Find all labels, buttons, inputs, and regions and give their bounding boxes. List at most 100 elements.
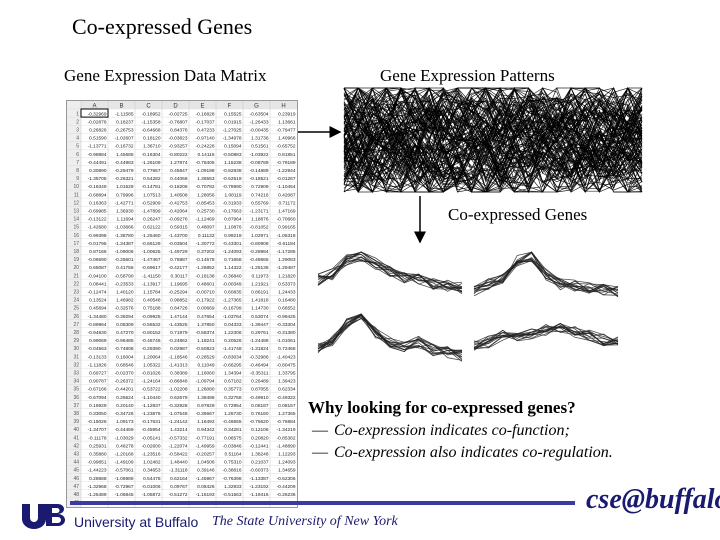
svg-text:1.26080: 1.26080 (197, 387, 215, 393)
svg-text:-0.03846: -0.03846 (223, 443, 242, 449)
svg-text:-0.80908: -0.80908 (250, 241, 269, 247)
svg-text:-0.44201: -0.44201 (115, 387, 134, 393)
matrix-column-header: D (173, 104, 178, 110)
svg-text:0.25931: 0.25931 (89, 443, 107, 449)
svg-text:-0.16799: -0.16799 (223, 306, 242, 312)
svg-text:-0.76884: -0.76884 (277, 419, 296, 425)
svg-text:-1.06318: -1.06318 (277, 233, 296, 239)
matrix-column-header: G (254, 104, 259, 110)
svg-text:-1.43700: -1.43700 (169, 233, 188, 239)
svg-text:0.72468: 0.72468 (278, 346, 296, 352)
svg-text:-0.44491: -0.44491 (88, 160, 107, 166)
svg-text:-0.52909: -0.52909 (142, 200, 161, 206)
coexpressed-clusters-image (316, 250, 620, 368)
svg-text:-0.77191: -0.77191 (196, 435, 215, 441)
svg-text:-0.26321: -0.26321 (115, 176, 134, 182)
svg-text:0.48601: 0.48601 (197, 281, 215, 287)
svg-text:0.87166: 0.87166 (89, 249, 107, 255)
svg-text:0.35773: 0.35773 (224, 387, 242, 393)
svg-text:1.09173: 1.09173 (116, 419, 134, 425)
svg-text:-0.18521: -0.18521 (250, 176, 269, 182)
svg-text:0.75188: 0.75188 (143, 306, 161, 312)
svg-text:0.08441: 0.08441 (89, 281, 107, 287)
svg-text:-1.48890: -1.48890 (277, 443, 296, 449)
svg-text:0.37202: 0.37202 (197, 249, 215, 255)
svg-text:-1.13771: -1.13771 (88, 144, 107, 150)
svg-text:0.34281: 0.34281 (224, 427, 242, 433)
svg-text:1.26730: 1.26730 (224, 411, 242, 417)
svg-text:0.09767: 0.09767 (170, 484, 188, 490)
svg-text:0.16004: 0.16004 (116, 354, 134, 360)
svg-text:1.14322: 1.14322 (224, 265, 242, 271)
svg-text:-0.32928: -0.32928 (169, 403, 188, 409)
svg-text:-1.41748: -1.41748 (223, 346, 242, 352)
svg-text:1.15238: 1.15238 (224, 160, 242, 166)
svg-text:0.26826: 0.26826 (89, 128, 107, 134)
svg-text:-0.78405: -0.78405 (196, 160, 215, 166)
svg-text:0.67182: 0.67182 (224, 379, 242, 385)
svg-text:1.48440: 1.48440 (170, 460, 188, 466)
svg-text:0.68546: 0.68546 (116, 362, 134, 368)
svg-text:-1.42771: -1.42771 (115, 200, 134, 206)
svg-text:-0.34726: -0.34726 (115, 411, 134, 417)
svg-text:-0.67166: -0.67166 (88, 387, 107, 393)
svg-text:0.02987: 0.02987 (170, 346, 188, 352)
svg-text:0.65087: 0.65087 (89, 265, 107, 271)
svg-text:0.53373: 0.53373 (278, 281, 296, 287)
svg-text:-0.26236: -0.26236 (277, 492, 296, 498)
svg-text:-1.49729: -1.49729 (169, 249, 188, 255)
svg-text:-1.34978: -1.34978 (223, 136, 242, 142)
svg-text:-0.70782: -0.70782 (196, 184, 215, 190)
svg-text:-0.02370: -0.02370 (115, 371, 134, 377)
svg-text:0.69727: 0.69727 (89, 371, 107, 377)
svg-text:1.36930: 1.36930 (116, 209, 134, 215)
svg-text:0.16480: 0.16480 (278, 298, 296, 304)
svg-text:-0.70660: -0.70660 (277, 217, 296, 223)
svg-text:-1.23876: -1.23876 (142, 411, 161, 417)
svg-text:0.72954: 0.72954 (224, 403, 242, 409)
svg-text:-1.07548: -1.07548 (169, 411, 188, 417)
svg-text:-0.35311: -0.35311 (250, 371, 269, 377)
svg-text:-1.31824: -1.31824 (250, 346, 269, 352)
svg-text:1.40508: 1.40508 (170, 192, 188, 198)
svg-text:-1.34480: -1.34480 (88, 314, 107, 320)
svg-text:0.48097: 0.48097 (197, 225, 215, 231)
svg-text:-0.31933: -0.31933 (223, 200, 242, 206)
svg-text:-0.26753: -0.26753 (115, 128, 134, 134)
svg-text:-1.03029: -1.03029 (115, 435, 134, 441)
svg-text:1.20064: 1.20064 (143, 354, 161, 360)
svg-text:0.20526: 0.20526 (224, 338, 242, 344)
svg-text:1.22306: 1.22306 (224, 330, 242, 336)
svg-text:0.25730: 0.25730 (197, 209, 215, 215)
svg-text:28: 28 (73, 330, 79, 336)
svg-text:-0.80152: -0.80152 (142, 330, 161, 336)
svg-text:-0.42064: -0.42064 (169, 209, 188, 215)
cse-buffalo-logo: cse@buffalo (586, 484, 720, 515)
svg-text:-0.18349: -0.18349 (88, 184, 107, 190)
svg-text:-1.09006: -1.09006 (115, 249, 134, 255)
svg-text:44: 44 (73, 460, 79, 466)
svg-text:-0.01006: -0.01006 (142, 484, 161, 490)
svg-text:-0.33304: -0.33304 (277, 322, 296, 328)
svg-text:-0.02876: -0.02876 (88, 119, 107, 125)
svg-text:18: 18 (73, 249, 79, 255)
svg-text:0.16363: 0.16363 (89, 200, 107, 206)
svg-text:0.75310: 0.75310 (224, 460, 242, 466)
svg-text:0.62164: 0.62164 (170, 476, 188, 482)
svg-text:0.48278: 0.48278 (116, 443, 134, 449)
svg-text:0.84376: 0.84376 (170, 128, 188, 134)
svg-text:0.04333: 0.04333 (224, 322, 242, 328)
svg-text:0.72909: 0.72909 (251, 184, 269, 190)
svg-text:-0.17037: -0.17037 (196, 119, 215, 125)
svg-text:29: 29 (73, 338, 79, 344)
svg-text:-0.24862: -0.24862 (169, 338, 188, 344)
svg-text:-0.99851: -0.99851 (88, 460, 107, 466)
svg-text:32: 32 (73, 362, 79, 368)
svg-text:-0.31380: -0.31380 (277, 330, 296, 336)
svg-text:-1.06989: -1.06989 (115, 476, 134, 482)
svg-text:-0.66129: -0.66129 (142, 241, 161, 247)
svg-text:1.16060: 1.16060 (197, 371, 215, 377)
svg-text:2: 2 (76, 119, 79, 125)
svg-text:12: 12 (73, 200, 79, 206)
svg-text:1.07513: 1.07513 (143, 192, 161, 198)
